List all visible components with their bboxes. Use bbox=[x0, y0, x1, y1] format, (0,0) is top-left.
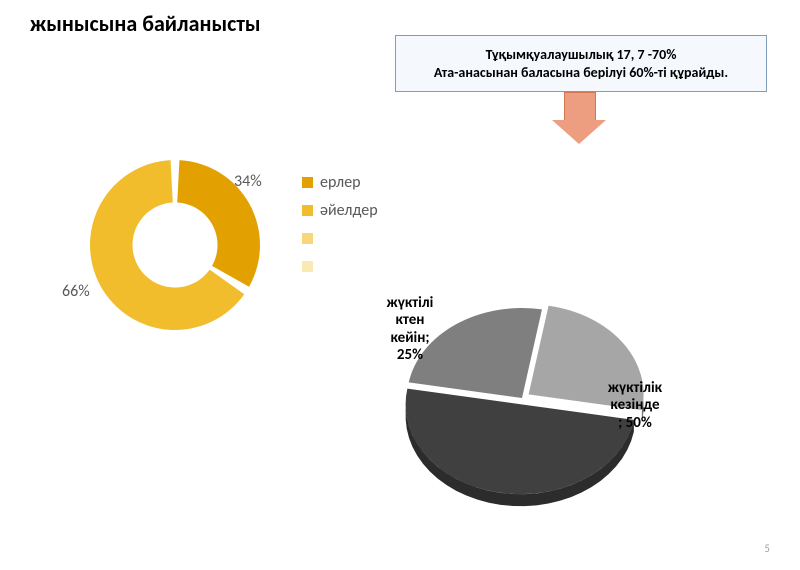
page-number: 5 bbox=[764, 542, 770, 555]
donut-label-66: 66% bbox=[62, 282, 90, 301]
legend-item bbox=[302, 252, 378, 280]
callout-box: Тұқымқуалаушылық 17, 7 -70% Ата-анасынан… bbox=[395, 35, 767, 92]
page-title: жынысына байланысты bbox=[30, 10, 261, 37]
callout-line2: Ата-анасынан баласына берілуі 60%-ті құр… bbox=[434, 64, 728, 82]
callout-line1: Тұқымқуалаушылық 17, 7 -70% bbox=[486, 46, 677, 64]
legend-label: ерлер bbox=[320, 173, 361, 192]
legend-swatch-icon bbox=[302, 205, 313, 216]
legend-item: әйелдер bbox=[302, 196, 378, 224]
legend-swatch-icon bbox=[302, 233, 313, 244]
pie-label-25: жүктілі ктен кейін; 25% bbox=[375, 295, 445, 364]
legend: ерлер әйелдер bbox=[302, 168, 378, 280]
legend-label: әйелдер bbox=[320, 201, 378, 220]
legend-item bbox=[302, 224, 378, 252]
callout-arrow-icon bbox=[552, 92, 606, 144]
legend-swatch-icon bbox=[302, 177, 313, 188]
donut-label-34: 34% bbox=[234, 172, 262, 191]
pie-label-50: жүктілік кезінде ; 50% bbox=[595, 380, 675, 432]
legend-item: ерлер bbox=[302, 168, 378, 196]
legend-swatch-icon bbox=[302, 261, 313, 272]
